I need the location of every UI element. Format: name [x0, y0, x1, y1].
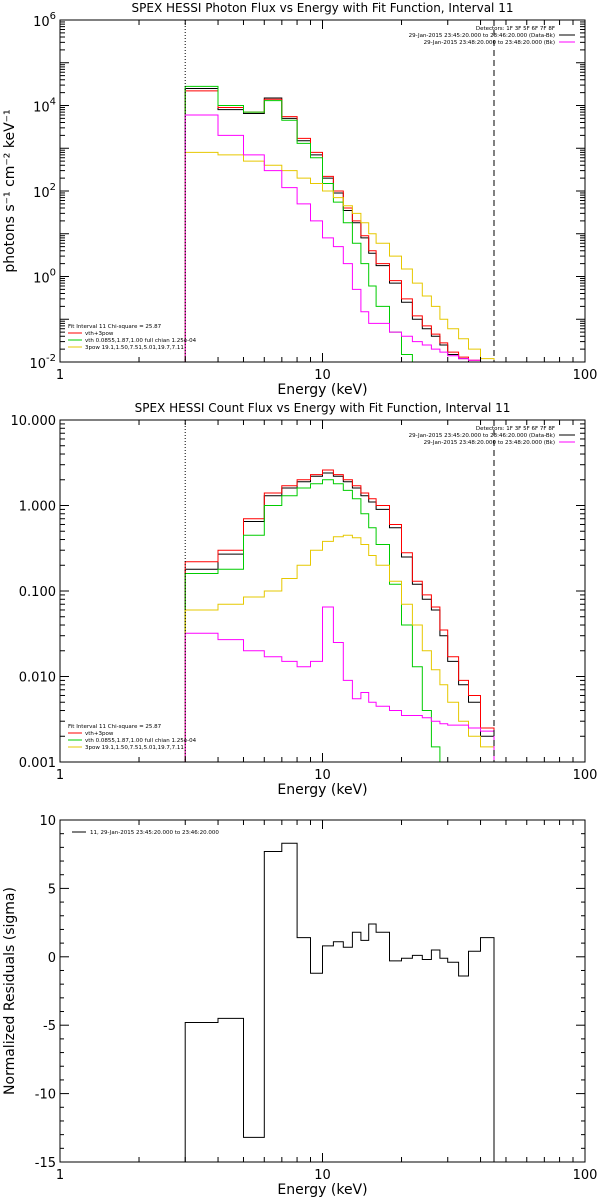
- plot-area: [184, 85, 495, 362]
- chart-2: 1 10 100 0.001 0.010 0.100 1.000 10.000 SPEX HES…: [11, 401, 598, 798]
- series-1-line: [184, 842, 495, 1162]
- x-axis-label: Energy (keV): [277, 1182, 367, 1198]
- plot-frame: [59, 819, 586, 1163]
- legend-top-right-line: 29-Jan-2015 23:48:20.000 to 23:48:20.000…: [424, 440, 555, 446]
- y-tick-exponent: -2: [46, 353, 56, 364]
- chart-title: SPEX HESSI Count Flux vs Energy with Fit…: [135, 401, 511, 415]
- series-4-line: [184, 534, 495, 762]
- y-tick-exponent: 4: [50, 97, 56, 108]
- y-tick-base: 10: [29, 357, 46, 372]
- y-tick-label: 100: [33, 268, 56, 287]
- legend-top-right-line: Detectors: 1F 3F 5F 6F 7F 8F: [476, 426, 555, 432]
- x-axis-label: Energy (keV): [277, 382, 367, 398]
- series-5-line: [184, 606, 495, 762]
- x-axis-label: Energy (keV): [277, 782, 367, 798]
- x-tick-label: 1: [56, 368, 64, 383]
- y-tick-label: 10-2: [29, 353, 56, 372]
- x-tick-label: 100: [573, 1168, 598, 1183]
- y-axis-label: photons s⁻¹ cm⁻² keV⁻¹: [2, 109, 18, 272]
- y-tick-label: 10.000: [11, 414, 57, 429]
- y-tick-label: 1.000: [19, 500, 56, 515]
- legend-top-left-line: 11, 29-Jan-2015 23:45:20.000 to 23:46:20…: [90, 830, 219, 836]
- legend-bottom-left-line: vth+3pow: [85, 731, 114, 737]
- y-tick-base: 10: [33, 272, 50, 287]
- legend-bottom-left-line: vth 0.0855,1.87,1.00 full chian 1.25e-04: [85, 338, 197, 344]
- plot-area: [184, 469, 495, 762]
- y-tick-label: 0.100: [19, 585, 56, 600]
- y-tick-base: 10: [33, 15, 50, 30]
- legend-top-right-line: 29-Jan-2015 23:45:20.000 to 23:46:20.000…: [409, 433, 555, 439]
- y-tick-exponent: 2: [50, 182, 56, 193]
- legend-bottom-left-line: vth+3pow: [85, 331, 114, 337]
- legend-bottom-left-line: 3pow 19.1,1.50,7.51,5.01,19.7,7.11: [85, 745, 184, 751]
- y-tick-base: 10: [33, 101, 50, 116]
- y-axis-label: Normalized Residuals (sigma): [2, 887, 18, 1095]
- x-tick-label: 10: [314, 768, 331, 783]
- y-tick-label: 10: [39, 814, 56, 829]
- x-tick-label: 100: [573, 768, 598, 783]
- series-5-line: [184, 114, 494, 362]
- y-tick-label: 0.001: [19, 756, 56, 771]
- y-tick-label: -5: [43, 1019, 56, 1034]
- x-tick-label: 1: [56, 768, 64, 783]
- legend-bottom-left-line: vth 0.0855,1.87,1.00 full chian 1.25e-04: [85, 738, 197, 744]
- y-tick-exponent: 6: [50, 11, 56, 22]
- legend-bottom-left-line: Fit Interval 11 Chi-square = 25.87: [68, 724, 162, 730]
- y-tick-base: 10: [33, 186, 50, 201]
- x-tick-label: 1: [56, 1168, 64, 1183]
- x-tick-label: 10: [314, 1168, 331, 1183]
- y-tick-label: -10: [35, 1088, 56, 1103]
- legend-top-right-line: 29-Jan-2015 23:45:20.000 to 23:46:20.000…: [409, 33, 555, 39]
- y-tick-label: 106: [33, 11, 56, 30]
- series-3-line: [184, 479, 495, 762]
- y-tick-label: 102: [33, 182, 56, 201]
- y-tick-label: 5: [48, 882, 56, 897]
- legend-bottom-left-line: Fit Interval 11 Chi-square = 25.87: [68, 324, 162, 330]
- legend-bottom-left-line: 3pow 19.1,1.50,7.51,5.01,19.7,7.11: [85, 345, 184, 351]
- legend-top-right-line: 29-Jan-2015 23:48:20.000 to 23:48:20.000…: [424, 40, 555, 46]
- y-tick-label: 0: [48, 951, 56, 966]
- chart-title: SPEX HESSI Photon Flux vs Energy with Fi…: [132, 1, 514, 15]
- legend-top-right-line: Detectors: 1F 3F 5F 6F 7F 8F: [476, 26, 555, 32]
- series-4-line: [184, 151, 495, 362]
- y-tick-label: 104: [33, 97, 56, 116]
- y-tick-exponent: 0: [50, 268, 56, 279]
- x-tick-label: 10: [314, 368, 331, 383]
- x-tick-label: 100: [573, 368, 598, 383]
- plot-area: [184, 842, 495, 1162]
- series-1-line: [184, 472, 495, 762]
- y-tick-label: 0.010: [19, 671, 56, 686]
- series-2-line: [184, 469, 495, 762]
- y-tick-label: -15: [35, 1156, 56, 1171]
- series-3-line: [184, 85, 495, 362]
